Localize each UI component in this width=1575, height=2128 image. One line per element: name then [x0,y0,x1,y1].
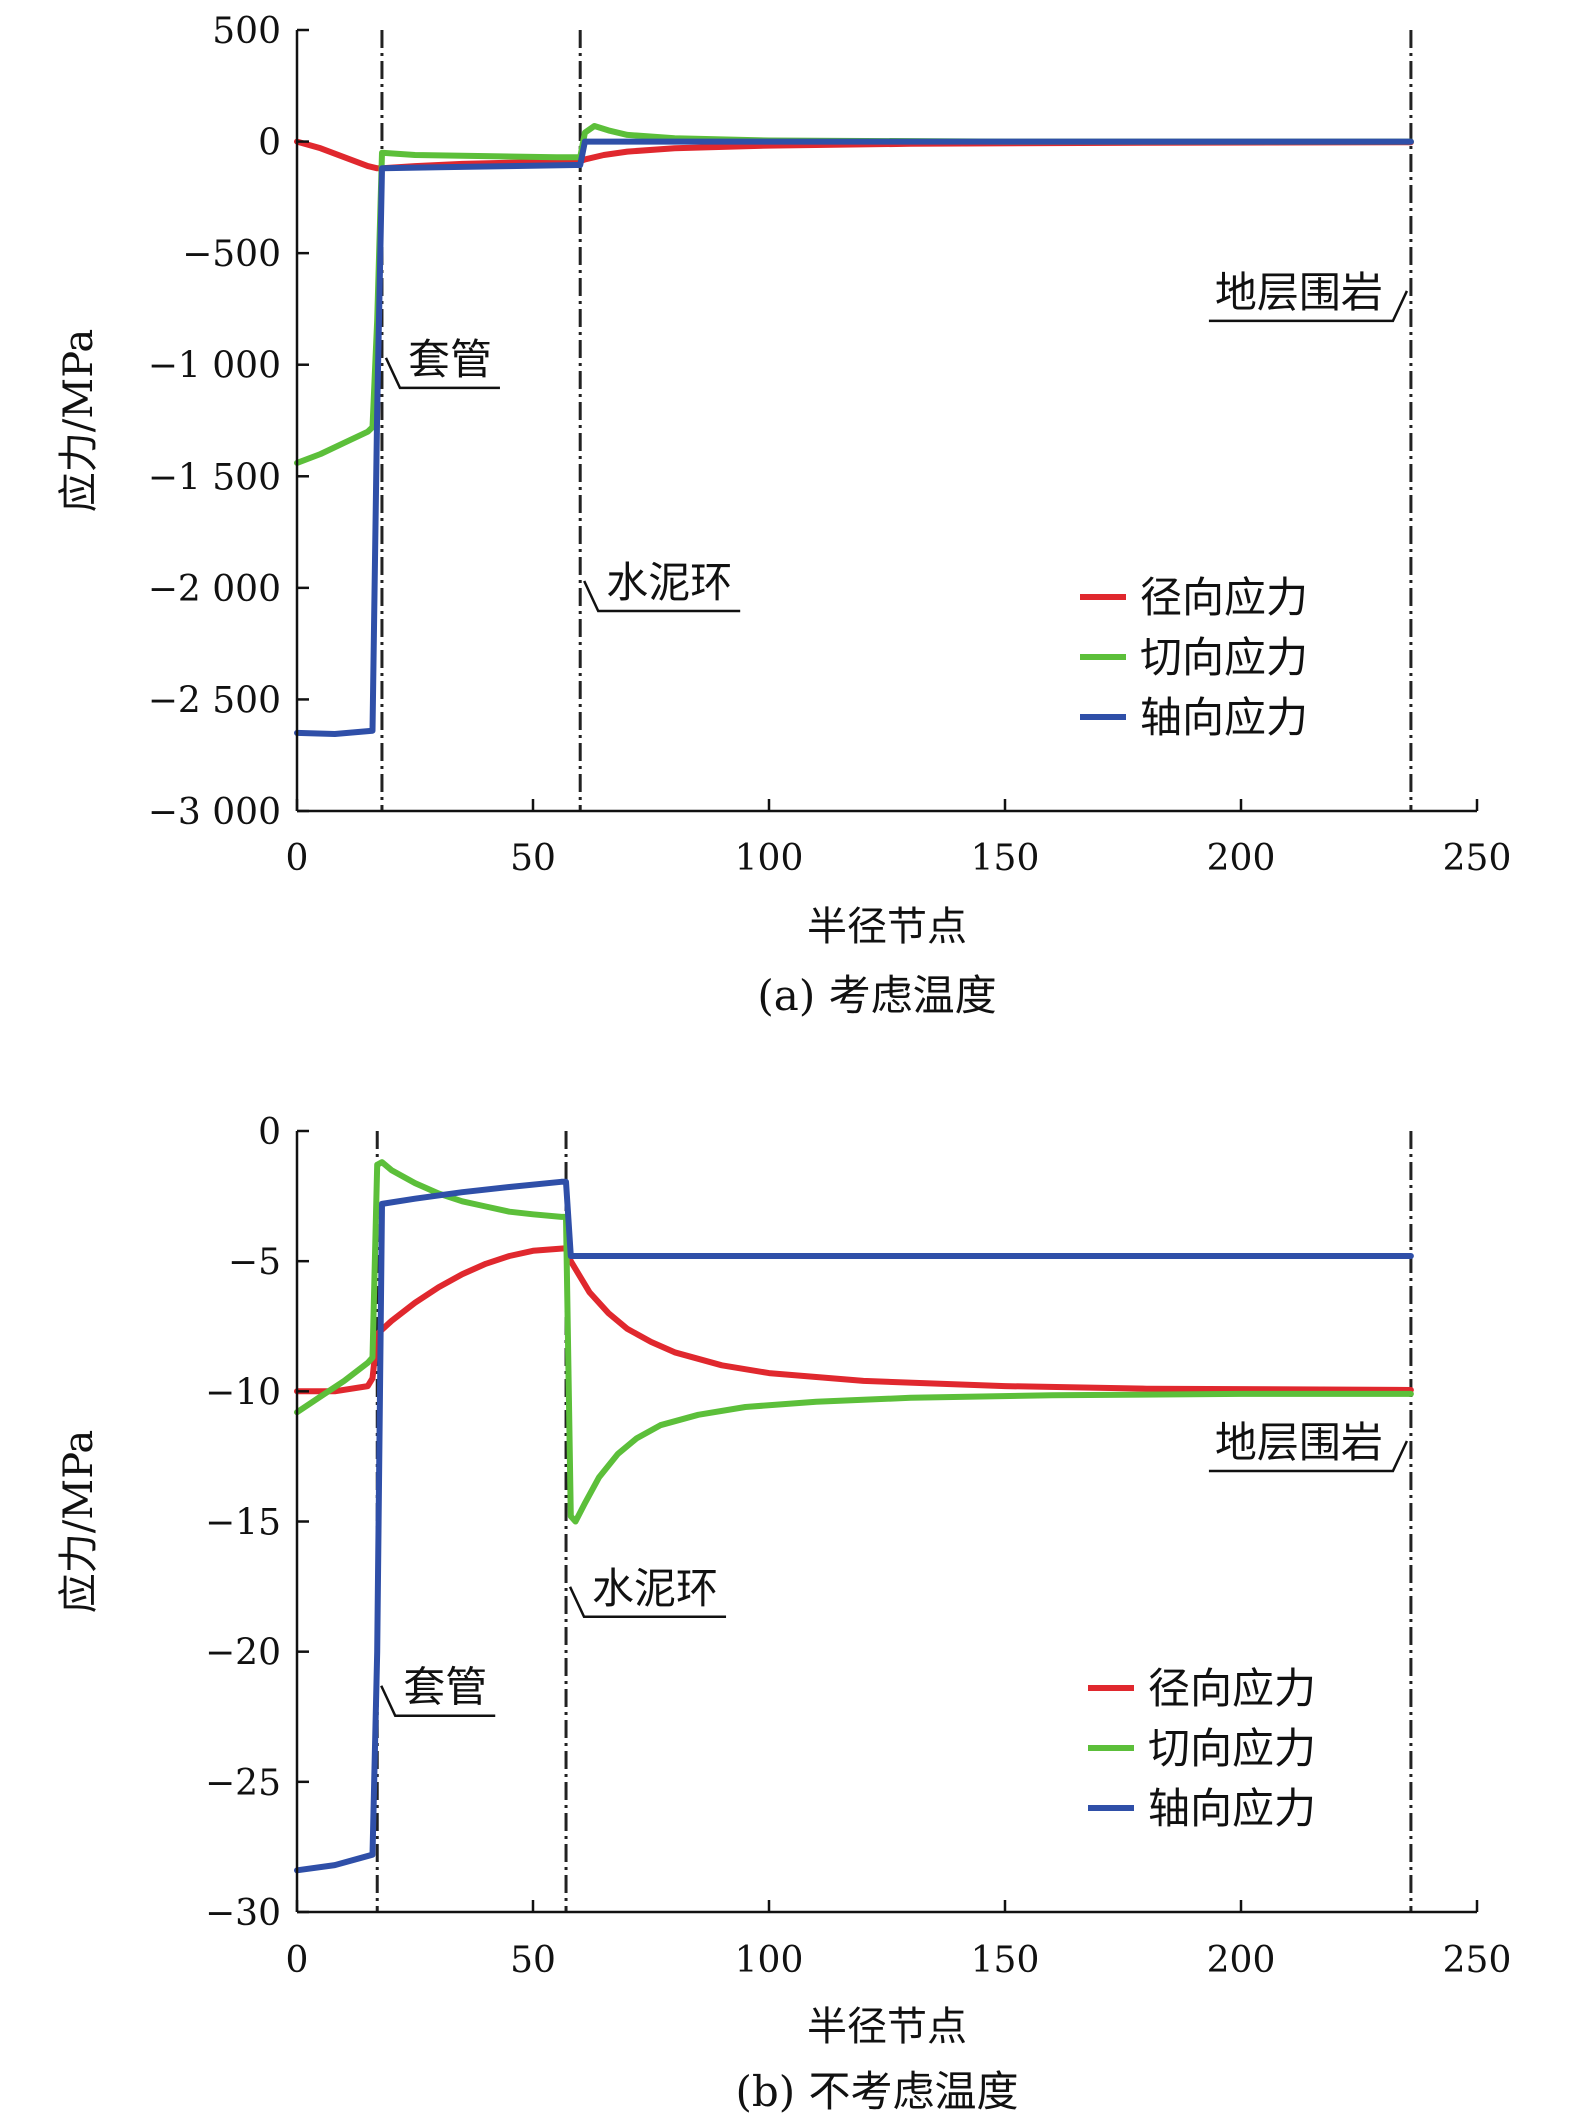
callout-label: 套管 [403,1663,487,1712]
callout-label: 水泥环 [606,558,732,607]
chart-caption: (b) 不考虑温度 [735,2067,1018,2116]
y-tick-label: −2 000 [148,569,281,610]
y-ticks: 500 0 −500 −1 000 −1 500 −2 000 −2 500 −3 000 [148,11,309,833]
x-axis-title: 半径节点 [807,904,967,950]
y-tick-label: −2 500 [148,680,281,721]
x-ticks: 0 50 100 150 200 250 [286,1900,1512,1981]
legend-label: 切向应力 [1148,1724,1316,1773]
legend-label: 径向应力 [1140,573,1308,622]
legend-label: 切向应力 [1140,633,1308,682]
callout-label: 地层围岩 [1215,268,1383,317]
callout-leader [384,357,500,390]
x-tick-label: 50 [510,1940,556,1981]
callout-label: 地层围岩 [1215,1418,1383,1467]
axes [295,30,1477,813]
y-tick-label: −20 [205,1633,281,1674]
y-tick-label: −10 [205,1372,281,1413]
x-tick-label: 0 [286,838,309,879]
y-axis-title: 应力/MPa [56,1430,102,1613]
y-tick-label: −30 [205,1893,281,1934]
callout-leader [583,580,741,613]
x-tick-label: 100 [735,1940,804,1981]
x-ticks: 0 50 100 150 200 250 [286,799,1512,879]
series-layer [294,123,1414,737]
legend-label: 轴向应力 [1148,1784,1316,1833]
callout-leader [1208,1440,1409,1473]
y-tick-label: −1 500 [148,457,281,498]
y-tick-label: 0 [258,123,281,164]
callout-leader [568,1586,727,1619]
x-tick-label: 250 [1443,838,1512,879]
x-tick-label: 150 [971,838,1040,879]
callout-leader [380,1685,496,1717]
legend-label: 径向应力 [1148,1664,1316,1713]
y-tick-label: 500 [212,11,281,52]
legend-label: 轴向应力 [1140,693,1308,742]
y-axis-title: 应力/MPa [56,329,102,512]
chart-b-no-temperature: 0 −5 −10 −15 −20 −25 −30 0 50 100 150 200 250 套管 水泥环… [56,1112,1511,2116]
y-tick-label: −1 000 [148,346,281,387]
x-tick-label: 200 [1207,1940,1276,1981]
y-tick-label: −500 [182,234,281,275]
series-line-radial [294,138,1414,172]
x-tick-label: 250 [1443,1940,1512,1981]
series-line-axial [294,1178,1414,1874]
annotations: 套管 水泥环 地层围岩 [380,1418,1409,1717]
x-tick-label: 100 [735,838,804,879]
y-tick-label: 0 [258,1112,281,1153]
series-line-axial [294,138,1414,737]
x-tick-label: 50 [510,838,556,879]
y-tick-label: −5 [228,1242,281,1283]
callout-label: 水泥环 [592,1564,718,1613]
y-tick-label: −15 [205,1503,281,1544]
x-tick-label: 200 [1207,838,1276,879]
y-tick-label: −25 [205,1763,281,1804]
y-ticks: 0 −5 −10 −15 −20 −25 −30 [205,1112,309,1934]
x-tick-label: 150 [971,1940,1040,1981]
callout-label: 套管 [408,335,492,384]
y-tick-label: −3 000 [148,792,281,833]
x-tick-label: 0 [286,1940,309,1981]
series-line-tangential [294,123,1414,466]
chart-caption: (a) 考虑温度 [757,971,996,1020]
callout-leader [1208,290,1409,323]
series-line-radial [294,1245,1414,1395]
series-line-tangential [294,1159,1414,1525]
series-layer [294,1159,1414,1874]
x-axis-title: 半径节点 [807,2004,967,2050]
